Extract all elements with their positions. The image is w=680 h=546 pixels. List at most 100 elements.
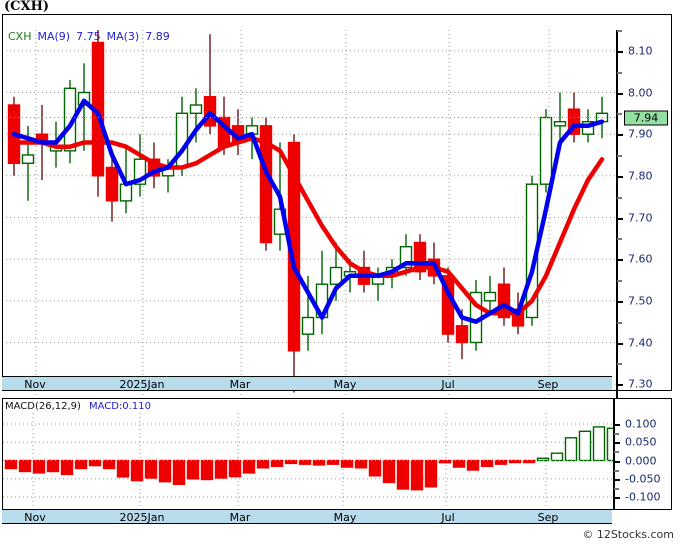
price-tick-minor [617, 363, 622, 366]
legend-ma9-value: 7.75 [76, 30, 101, 43]
price-tick-mark [616, 50, 623, 53]
price-tick-minor [617, 113, 622, 116]
macd-histogram-bar [200, 459, 214, 481]
candle-body [413, 241, 427, 273]
macd-legend-value: MACD:0.110 [88, 401, 151, 412]
price-tick-label: 7.60 [628, 252, 653, 266]
price-tick-mark [616, 259, 623, 262]
date-axis-label: 2025Jan [119, 378, 165, 391]
price-date-axis: Nov 2025Jan Mar May Jul Sep [2, 376, 612, 391]
macd-histogram-bar [382, 459, 396, 484]
price-tick-label: 7.40 [628, 336, 653, 349]
date-axis-label: May [333, 511, 357, 524]
date-axis-label: Sep [537, 511, 559, 524]
legend-ma3-value: 7.89 [145, 30, 170, 43]
macd-histogram-bar [130, 459, 144, 482]
price-tick-minor [617, 71, 622, 74]
ma3-line [11, 98, 605, 324]
macd-histogram-bar [368, 459, 382, 477]
price-tick-mark [616, 175, 623, 178]
price-tick-mark [616, 217, 623, 220]
price-tick-mark [616, 300, 623, 303]
macd-legend-label: MACD(26,12,9) [5, 401, 81, 412]
candle-body [329, 266, 343, 285]
macd-tick-label: -0.050 [625, 472, 661, 486]
macd-histogram-bar [158, 459, 172, 483]
date-axis-label: May [333, 378, 357, 391]
date-axis-label: Mar [229, 511, 251, 524]
date-axis-label: Mar [229, 378, 251, 391]
macd-tick-minor [614, 487, 619, 490]
macd-tick-label: 0.050 [625, 435, 657, 449]
candle-body [399, 245, 413, 269]
price-tick-label: 7.70 [628, 211, 653, 224]
candle-body [133, 158, 147, 185]
candle-body [567, 108, 581, 135]
price-chart-panel: CXH MA(9) 7.75 MA(3) 7.89 8.10 8.00 7.90 7.80 7.… [2, 14, 672, 407]
macd-histogram-bar [550, 452, 564, 462]
macd-histogram-bar [60, 459, 74, 476]
macd-histogram-bar [74, 459, 88, 470]
macd-histogram-bar [354, 459, 368, 469]
legend-ma3-label: MA(3) [106, 30, 140, 43]
macd-tick-mark [613, 460, 620, 463]
price-tick-mark [616, 134, 623, 137]
macd-legend: MACD(26,12,9) MACD:0.110 [5, 401, 151, 412]
macd-tick-minor [614, 451, 619, 454]
candle-body [175, 112, 189, 169]
ma9-line [11, 136, 605, 316]
macd-histogram-bar [256, 459, 270, 469]
macd-histogram-bar [270, 459, 284, 468]
macd-tick-minor [614, 433, 619, 436]
price-tick-minor [617, 280, 622, 282]
macd-histogram-bar [32, 459, 46, 474]
legend-ma9-label: MA(9) [37, 30, 71, 43]
macd-y-axis: 0.100 0.050 0.000 -0.050 -0.100 [613, 399, 671, 509]
macd-histogram-bar [424, 459, 438, 488]
date-axis-label: 2025Jan [119, 511, 165, 524]
price-tick-minor [617, 196, 622, 199]
macd-tick-label: -0.100 [625, 490, 661, 504]
last-price-badge: 7.94 [624, 110, 668, 125]
macd-histogram-bar [452, 459, 466, 468]
date-axis-label: Jul [441, 511, 455, 524]
macd-tick-label: 0.000 [625, 454, 657, 467]
price-legend: CXH MA(9) 7.75 MA(3) 7.89 [8, 31, 170, 43]
price-tick-label: 7.50 [628, 294, 653, 308]
price-tick-minor [617, 155, 622, 157]
candle-body [105, 166, 119, 202]
macd-tick-mark [613, 478, 620, 481]
macd-histogram-bar [4, 459, 18, 470]
price-tick-minor [617, 238, 622, 241]
price-tick-label: 7.30 [628, 377, 653, 391]
candle-body [455, 325, 469, 344]
macd-histogram-svg [3, 413, 613, 508]
price-tick-label: 7.80 [628, 169, 653, 183]
macd-histogram-bar [228, 459, 242, 478]
candle-body [301, 316, 315, 335]
candle-body [21, 154, 35, 165]
page-title: (CXH) [4, 0, 50, 14]
price-tick-label: 8.10 [628, 44, 653, 58]
price-tick-label: 8.00 [628, 86, 653, 99]
macd-histogram-bar [396, 459, 410, 490]
date-axis-label: Sep [537, 378, 559, 391]
macd-histogram-bar [326, 459, 340, 465]
price-tick-mark [616, 342, 623, 345]
price-tick-mark [616, 384, 623, 387]
macd-histogram-bar [312, 459, 326, 466]
price-tick-minor [617, 321, 622, 324]
macd-tick-label: 0.100 [625, 417, 657, 431]
macd-histogram-bar [522, 459, 536, 464]
date-axis-label: Nov [24, 511, 46, 524]
macd-histogram-bar [606, 427, 613, 462]
candle-body [553, 120, 567, 127]
macd-tick-mark [613, 497, 620, 500]
macd-histogram-bar [116, 459, 130, 478]
macd-plot-area [3, 413, 613, 508]
price-tick-minor [617, 30, 622, 32]
macd-histogram-bar [298, 459, 312, 465]
macd-histogram-bar [564, 437, 578, 462]
price-plot-area [6, 30, 616, 405]
